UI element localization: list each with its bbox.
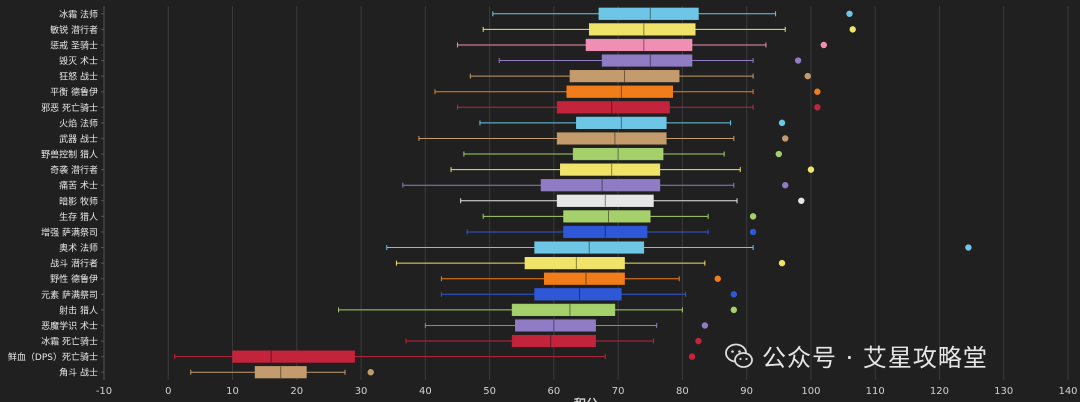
x-tick-label: 120 bbox=[930, 386, 949, 397]
outlier-point bbox=[778, 119, 786, 127]
y-category-label: 平衡 德鲁伊 bbox=[50, 86, 98, 98]
x-tick-label: 110 bbox=[866, 386, 885, 397]
y-category-label: 毁灭 术士 bbox=[59, 55, 98, 67]
box bbox=[534, 288, 622, 301]
y-category-label: 射击 猎人 bbox=[59, 304, 98, 316]
box bbox=[254, 366, 307, 379]
box bbox=[569, 70, 680, 83]
y-category-label: 邪恶 死亡骑士 bbox=[41, 102, 98, 114]
box bbox=[511, 303, 616, 316]
y-category-label: 惩戒 圣骑士 bbox=[50, 39, 98, 51]
outlier-point bbox=[730, 291, 738, 298]
y-category-label: 痛苦 术士 bbox=[59, 180, 98, 192]
y-category-label: 角斗 战士 bbox=[59, 367, 98, 379]
box bbox=[572, 147, 664, 161]
watermark: 公众号 · 艾星攻略堂 bbox=[724, 338, 988, 373]
x-tick-label: 40 bbox=[419, 386, 432, 397]
y-category-label: 奥术 法师 bbox=[59, 242, 98, 254]
x-tick-label: 50 bbox=[483, 386, 496, 397]
outlier-point bbox=[701, 322, 709, 329]
x-axis-title: 积分 bbox=[574, 396, 598, 402]
x-tick-label: 20 bbox=[290, 386, 303, 397]
box bbox=[585, 38, 693, 52]
y-category-label: 生存 猎人 bbox=[59, 211, 98, 223]
x-tick-label: 0 bbox=[165, 386, 171, 397]
x-tick-label: 100 bbox=[801, 386, 820, 397]
box bbox=[556, 194, 654, 207]
outlier-point bbox=[714, 275, 721, 282]
box bbox=[556, 101, 670, 114]
outlier-point bbox=[695, 337, 702, 345]
outlier-point bbox=[367, 369, 374, 376]
box bbox=[232, 350, 355, 363]
x-tick-label: 70 bbox=[612, 386, 625, 397]
outlier-point bbox=[820, 41, 827, 49]
y-category-label: 武器 战士 bbox=[59, 133, 98, 145]
y-category-label: 奇袭 潜行者 bbox=[50, 164, 98, 176]
watermark-text: 公众号 · 艾星攻略堂 bbox=[762, 344, 988, 372]
y-category-label: 野兽控制 猎人 bbox=[41, 149, 98, 161]
y-category-label: 暗影 牧师 bbox=[59, 195, 98, 207]
box bbox=[566, 85, 674, 98]
box bbox=[524, 257, 625, 270]
outlier-point bbox=[849, 26, 856, 33]
x-tick-label: 10 bbox=[226, 386, 239, 397]
outlier-point bbox=[749, 213, 757, 220]
y-category-label: 冰霜 法师 bbox=[59, 8, 98, 20]
box bbox=[511, 334, 596, 348]
outlier-point bbox=[814, 88, 821, 95]
x-tick-label: -10 bbox=[96, 386, 112, 397]
x-tick-label: 80 bbox=[676, 386, 689, 397]
x-tick-label: 130 bbox=[994, 386, 1013, 397]
outlier-point bbox=[778, 259, 786, 267]
y-category-label: 元素 萨满祭司 bbox=[41, 289, 98, 301]
box bbox=[601, 54, 693, 67]
x-tick-label: 60 bbox=[547, 386, 560, 397]
outlier-point bbox=[782, 182, 789, 189]
y-category-label: 狂怒 战士 bbox=[59, 71, 98, 83]
box bbox=[556, 132, 667, 145]
outlier-point bbox=[688, 353, 696, 360]
y-category-label: 敏锐 潜行者 bbox=[50, 24, 98, 36]
x-tick-label: 140 bbox=[1058, 386, 1077, 397]
box bbox=[598, 7, 699, 20]
box bbox=[576, 116, 667, 129]
outlier-point bbox=[730, 306, 738, 314]
x-tick-label: 90 bbox=[740, 386, 753, 397]
outlier-point bbox=[965, 244, 972, 251]
outlier-point bbox=[807, 166, 815, 173]
y-category-label: 恶魔学识 术士 bbox=[41, 320, 98, 332]
outlier-point bbox=[775, 150, 782, 158]
y-category-label: 火焰 法师 bbox=[59, 117, 98, 129]
box bbox=[563, 210, 651, 223]
y-category-label: 战斗 潜行者 bbox=[50, 258, 98, 270]
y-category-label: 冰霜 死亡骑士 bbox=[41, 336, 98, 348]
outlier-point bbox=[782, 135, 789, 142]
outlier-point bbox=[846, 10, 853, 17]
box bbox=[540, 179, 661, 192]
y-category-label: 野性 德鲁伊 bbox=[50, 273, 98, 285]
outlier-point bbox=[794, 57, 802, 64]
outlier-point bbox=[749, 228, 757, 236]
wechat-logo-icon bbox=[725, 343, 753, 368]
box bbox=[534, 241, 645, 254]
outlier-point bbox=[804, 72, 811, 80]
box bbox=[563, 225, 648, 239]
box bbox=[543, 272, 625, 285]
y-category-label: 鲜血（DPS）死亡骑士 bbox=[8, 351, 98, 363]
outlier-point bbox=[798, 197, 805, 204]
box bbox=[515, 319, 596, 332]
outlier-point bbox=[814, 104, 821, 111]
box bbox=[560, 163, 661, 176]
box bbox=[588, 23, 696, 36]
x-tick-label: 30 bbox=[355, 386, 368, 397]
y-category-label: 增强 萨满祭司 bbox=[41, 226, 98, 238]
